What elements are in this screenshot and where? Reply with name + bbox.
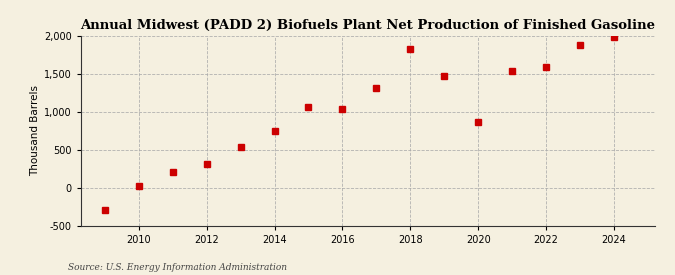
Y-axis label: Thousand Barrels: Thousand Barrels <box>30 85 40 176</box>
Text: Source: U.S. Energy Information Administration: Source: U.S. Energy Information Administ… <box>68 263 286 272</box>
Title: Annual Midwest (PADD 2) Biofuels Plant Net Production of Finished Gasoline: Annual Midwest (PADD 2) Biofuels Plant N… <box>80 19 655 32</box>
